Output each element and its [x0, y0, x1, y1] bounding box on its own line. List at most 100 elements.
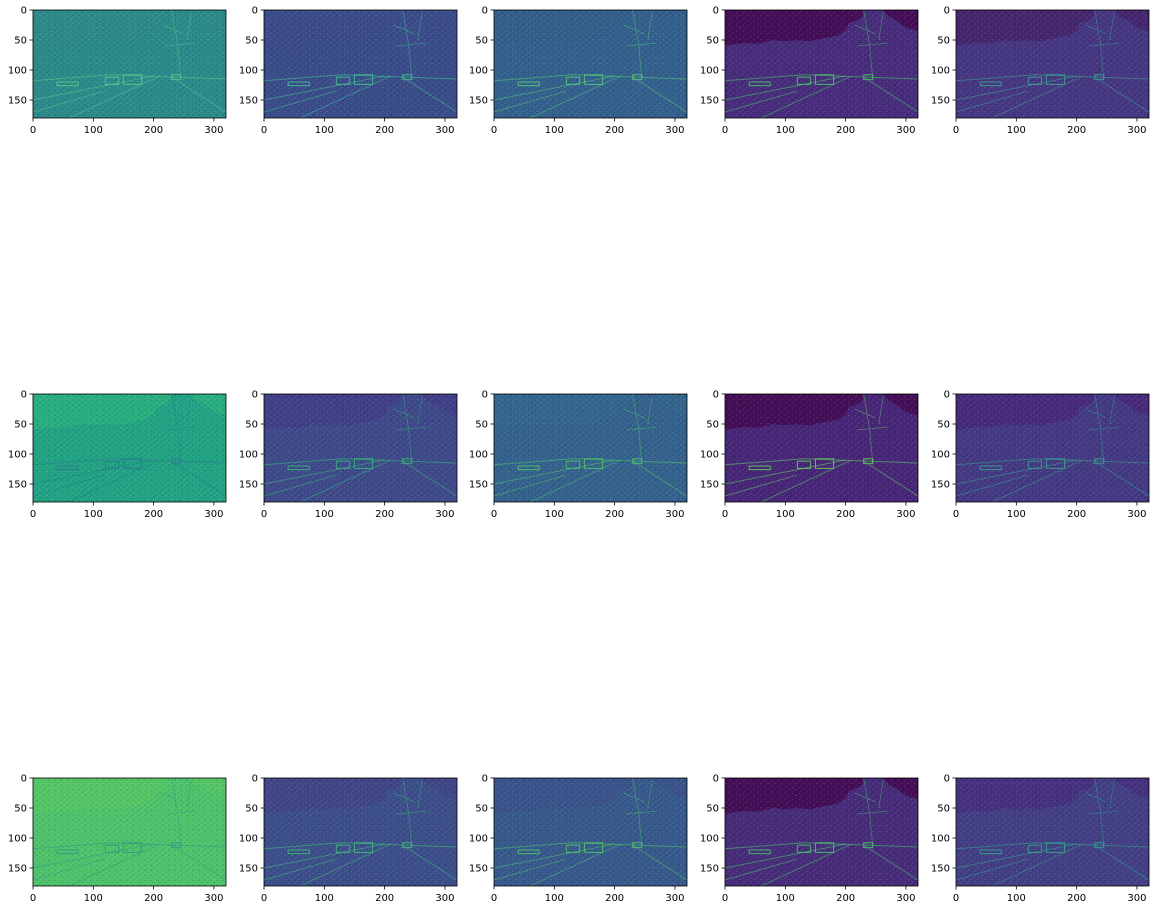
y-tick-label: 50 — [937, 36, 950, 47]
car-edge-4 — [1094, 458, 1105, 465]
y-tick-label: 100 — [8, 450, 27, 461]
subplot-r1-c4: 0 100 200 300 0 50 100 150 — [700, 6, 919, 136]
car-edge-2 — [1027, 460, 1043, 469]
y-tick-label: 100 — [469, 450, 488, 461]
road-edges — [33, 75, 226, 118]
car-edge-4 — [402, 842, 413, 849]
y-tick-label: 100 — [469, 834, 488, 845]
horizon-edge — [264, 458, 457, 466]
car-edge-3 — [353, 74, 374, 85]
x-tick-label: 0 — [953, 509, 959, 520]
feature-map-image — [725, 394, 918, 502]
y-tick-label: 50 — [706, 804, 719, 815]
x-tick-label: 300 — [435, 509, 454, 520]
subplot-r3-c1: 0 100 200 300 0 50 100 150 — [8, 774, 227, 904]
x-tick-label: 300 — [896, 893, 915, 904]
car-edge-3 — [814, 842, 835, 853]
car-edge-2 — [1027, 76, 1043, 85]
x-tick-label: 100 — [84, 509, 103, 520]
tree-edges — [854, 394, 888, 464]
road-edges — [956, 459, 1149, 502]
road-edges — [725, 75, 918, 118]
x-tick-label: 300 — [1127, 893, 1146, 904]
y-tick-label: 150 — [700, 480, 719, 491]
y-tick-label: 150 — [239, 864, 258, 875]
x-tick-label: 200 — [836, 125, 855, 136]
horizon-edge — [725, 842, 918, 850]
x-tick-label: 200 — [144, 125, 163, 136]
car-edge-4 — [402, 458, 413, 465]
y-tick-label: 150 — [469, 864, 488, 875]
y-tick-label: 0 — [21, 390, 27, 401]
tree-edges — [1085, 394, 1119, 464]
y-tick-label: 0 — [482, 390, 488, 401]
subplot-r2-c4: 0 100 200 300 0 50 100 150 — [700, 390, 919, 520]
y-tick-label: 50 — [245, 36, 258, 47]
subplot-r2-c1: 0 100 200 300 0 50 100 150 — [8, 390, 227, 520]
feature-map-image — [725, 778, 918, 886]
x-tick-label: 100 — [545, 125, 564, 136]
car-edge-1 — [748, 465, 771, 471]
car-edge-3 — [814, 74, 835, 85]
car-edge-4 — [171, 74, 182, 81]
x-tick-label: 200 — [836, 893, 855, 904]
tree-edges — [162, 394, 196, 464]
x-tick-label: 100 — [776, 893, 795, 904]
y-tick-label: 100 — [239, 834, 258, 845]
axes-frame — [263, 777, 458, 887]
road-edges — [264, 75, 457, 118]
y-tick-label: 0 — [713, 390, 719, 401]
horizon-edge — [494, 458, 687, 466]
tree-edges — [393, 778, 427, 848]
road-edges — [264, 843, 457, 886]
road-edges — [725, 459, 918, 502]
road-edges — [33, 459, 226, 502]
y-tick-label: 50 — [937, 420, 950, 431]
x-tick-label: 0 — [953, 125, 959, 136]
y-tick-label: 150 — [239, 480, 258, 491]
car-edge-2 — [335, 460, 351, 469]
feature-map-image — [33, 10, 226, 118]
subplot-r1-c1: 0 100 200 300 0 50 100 150 — [8, 6, 227, 136]
x-tick-label: 0 — [261, 125, 267, 136]
y-tick-label: 150 — [700, 96, 719, 107]
x-tick-label: 200 — [144, 893, 163, 904]
y-tick-label: 100 — [700, 834, 719, 845]
x-tick-label: 100 — [1007, 509, 1026, 520]
axes-frame — [493, 777, 688, 887]
x-tick-label: 100 — [84, 125, 103, 136]
y-tick-label: 0 — [252, 390, 258, 401]
y-tick-label: 0 — [21, 6, 27, 17]
feature-map-image — [956, 778, 1149, 886]
y-tick-label: 50 — [14, 36, 27, 47]
x-tick-label: 0 — [30, 509, 36, 520]
car-edge-3 — [122, 842, 143, 853]
feature-map-image — [956, 394, 1149, 502]
car-edge-4 — [171, 458, 182, 465]
horizon-edge — [33, 458, 226, 466]
x-tick-label: 300 — [665, 893, 684, 904]
x-tick-label: 0 — [491, 509, 497, 520]
horizon-edge — [725, 458, 918, 466]
y-tick-label: 50 — [245, 420, 258, 431]
y-tick-label: 50 — [706, 420, 719, 431]
road-edges — [725, 843, 918, 886]
x-tick-label: 300 — [896, 125, 915, 136]
car-edge-2 — [104, 460, 120, 469]
car-edge-2 — [104, 76, 120, 85]
y-tick-label: 0 — [482, 6, 488, 17]
y-tick-label: 150 — [239, 96, 258, 107]
x-tick-label: 0 — [491, 125, 497, 136]
car-edge-4 — [632, 74, 643, 81]
x-tick-label: 0 — [30, 893, 36, 904]
y-tick-label: 150 — [469, 96, 488, 107]
feature-map-image — [725, 10, 918, 118]
x-tick-label: 300 — [204, 893, 223, 904]
car-edge-1 — [517, 81, 540, 87]
y-tick-label: 50 — [475, 804, 488, 815]
tree-edges — [162, 778, 196, 848]
car-edge-4 — [632, 842, 643, 849]
x-tick-label: 200 — [144, 509, 163, 520]
car-edge-2 — [1027, 844, 1043, 853]
